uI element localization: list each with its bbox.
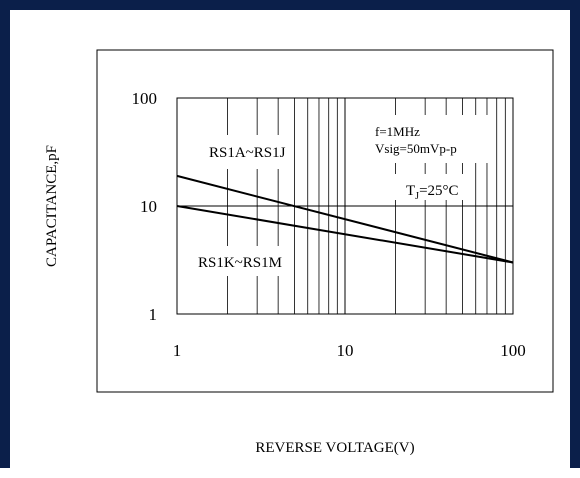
series-label-rs1a-rs1j: RS1A~RS1J xyxy=(209,145,286,161)
tick-label-layer: 1 10 100 100 10 1 xyxy=(132,89,526,360)
y-tick-label: 100 xyxy=(132,89,158,108)
x-axis-label: REVERSE VOLTAGE(V) xyxy=(255,440,414,456)
chart-frame: RS1A~RS1J RS1K~RS1M 1 10 100 100 10 1 f=1MHz V… xyxy=(0,0,580,468)
annotation-tj: TJ=25°C xyxy=(406,183,459,202)
series-label-layer: RS1A~RS1J RS1K~RS1M xyxy=(198,145,286,271)
annotation-vsig: Vsig=50mVp-p xyxy=(375,141,457,156)
tj-subscript: J xyxy=(415,191,419,202)
series-line-rs1a-rs1j xyxy=(176,174,514,264)
series-layer xyxy=(176,174,514,264)
x-tick-label: 100 xyxy=(500,341,526,360)
chart-outer-box xyxy=(96,49,554,393)
tj-prefix: T xyxy=(406,183,415,199)
y-tick-label: 1 xyxy=(149,305,158,324)
y-tick-label: 10 xyxy=(140,197,157,216)
series-label-rs1k-rs1m: RS1K~RS1M xyxy=(198,255,282,271)
series-line-rs1k-rs1m xyxy=(176,205,514,264)
y-axis-label: CAPACITANCE,pF xyxy=(44,145,60,267)
capacitance-chart: RS1A~RS1J RS1K~RS1M 1 10 100 100 10 1 f=1MHz V… xyxy=(44,49,554,456)
label-background-layer xyxy=(193,115,488,276)
annotation-frequency: f=1MHz xyxy=(375,124,420,139)
tj-suffix: =25°C xyxy=(419,183,458,199)
x-tick-label: 1 xyxy=(173,341,182,360)
x-tick-label: 10 xyxy=(337,341,354,360)
